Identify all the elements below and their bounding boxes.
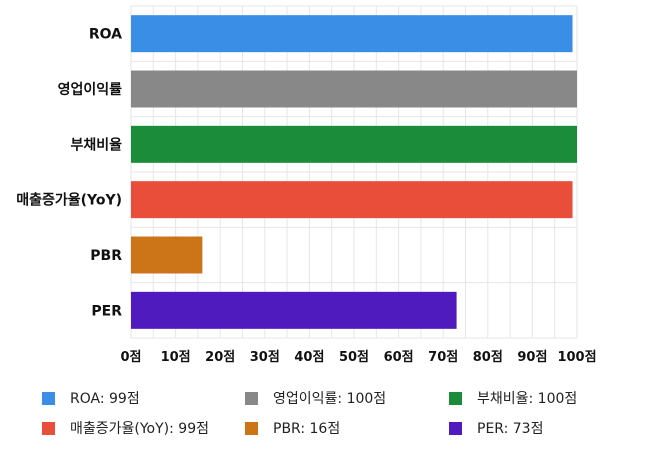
x-tick-label: 90점: [517, 350, 547, 365]
legend-item-debt-ratio: 부채비율: 100점: [449, 388, 577, 408]
legend-swatch: [449, 391, 462, 405]
bar-0: [131, 15, 573, 53]
category-label: 부채비율: [70, 136, 122, 153]
legend-item-pbr: PBR: 16점: [245, 418, 340, 438]
x-tick-label: 0점: [120, 350, 141, 365]
x-tick-label: 80점: [473, 350, 503, 365]
category-label: 영업이익률: [58, 81, 123, 98]
legend-item-roa: ROA: 99점: [42, 388, 140, 408]
x-tick-label: 40점: [294, 350, 324, 365]
legend-swatch: [42, 391, 55, 405]
legend-item-sales-growth: 매출증가율(YoY): 99점: [42, 418, 209, 438]
bars: [131, 15, 577, 329]
category-label: PER: [91, 303, 122, 319]
x-tick-labels: 0점 10점 20점 30점 40점 50점 60점 70점 80점 90점 100점: [120, 350, 596, 365]
legend-swatch: [42, 421, 55, 435]
legend-label: 영업이익률: 100점: [273, 391, 387, 407]
x-tick-label: 60점: [384, 350, 414, 365]
grid-lines: [130, 5, 578, 339]
bar-3: [131, 181, 573, 219]
legend-label: PBR: 16점: [273, 421, 341, 437]
bar-4: [131, 236, 203, 274]
legend-label: ROA: 99점: [70, 391, 140, 407]
x-tick-label: 10점: [161, 350, 191, 365]
legend-item-operating-margin: 영업이익률: 100점: [245, 388, 386, 408]
category-label: 매출증가율(YoY): [16, 192, 122, 209]
legend-swatch: [245, 421, 258, 435]
legend-label: 부채비율: 100점: [477, 391, 578, 407]
x-tick-label: 70점: [428, 350, 458, 365]
x-tick-label: 50점: [339, 350, 369, 365]
bar-5: [131, 291, 457, 329]
x-tick-label: 30점: [250, 350, 280, 365]
legend-label: 매출증가율(YoY): 99점: [70, 421, 209, 437]
legend-label: PER: 73점: [477, 421, 544, 437]
category-label: PBR: [90, 248, 122, 264]
category-label: ROA: [89, 27, 122, 43]
bar-1: [131, 70, 577, 108]
bar-2: [131, 125, 577, 163]
legend-item-per: PER: 73점: [449, 418, 543, 438]
legend-swatch: [245, 391, 258, 405]
legend-swatch: [449, 421, 462, 435]
x-tick-label: 20점: [205, 350, 235, 365]
x-tick-label: 100점: [557, 350, 596, 365]
